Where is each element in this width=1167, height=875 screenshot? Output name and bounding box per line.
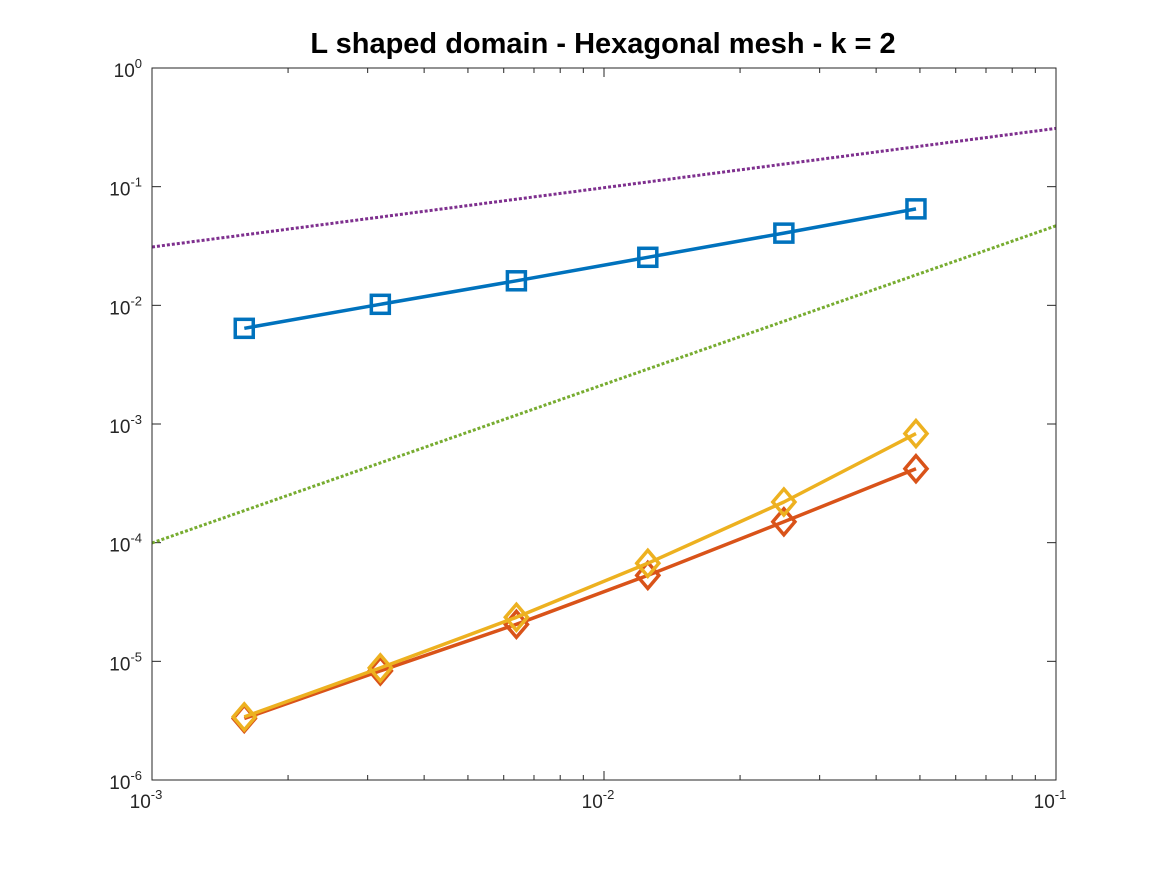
x-tick-label-base: 10 (582, 792, 603, 813)
y-tick-label: 10-2 (109, 293, 142, 319)
y-tick-label-base: 10 (109, 417, 130, 438)
x-tick-label: 10-3 (130, 787, 163, 813)
series-1-line (243, 467, 917, 721)
chart-title: L shaped domain - Hexagonal mesh - k = 2 (310, 28, 895, 60)
y-tick-label-exponent: -3 (130, 412, 142, 427)
x-tick-label-base: 10 (130, 792, 151, 813)
series-1-marker (634, 559, 662, 592)
series-1-marker (770, 506, 798, 538)
series-2-marker (230, 701, 258, 733)
series-0-marker (369, 293, 392, 316)
x-tick-label-base: 10 (1034, 792, 1055, 813)
series-0-marker (773, 222, 795, 244)
x-tick-label: 10-1 (1034, 787, 1067, 813)
y-tick-label: 10-5 (109, 649, 142, 675)
series-2-marker (770, 486, 798, 518)
series-3-line (151, 126, 1057, 249)
series-0-marker (905, 198, 927, 220)
series-2-marker (503, 601, 530, 634)
y-tick-label-exponent: -6 (130, 768, 142, 783)
y-tick-label-exponent: 0 (135, 56, 142, 71)
x-tick-label-exponent: -3 (151, 787, 163, 802)
series-0-marker (233, 317, 256, 340)
axes-box (151, 67, 1057, 781)
y-tick-label-exponent: -2 (130, 293, 142, 308)
series-2-marker (634, 547, 662, 580)
x-tick-label-exponent: -1 (1055, 787, 1067, 802)
series-1-marker (902, 453, 930, 485)
y-tick-label-base: 10 (109, 536, 130, 557)
y-tick-label: 10-1 (109, 175, 142, 201)
series-0-marker (637, 246, 659, 269)
y-tick-label-base: 10 (114, 61, 135, 82)
y-tick-label-exponent: -5 (130, 649, 142, 664)
y-tick-label-base: 10 (109, 773, 130, 794)
y-tick-label-exponent: -1 (130, 175, 142, 190)
y-tick-label: 10-4 (109, 531, 142, 557)
series-2-marker (902, 417, 930, 450)
series-layer (151, 126, 1057, 735)
y-tick-label: 100 (114, 56, 142, 82)
x-tick-label-exponent: -2 (603, 787, 615, 802)
y-tick-label-base: 10 (109, 180, 130, 201)
y-tick-label: 10-6 (109, 768, 142, 794)
x-tick-label: 10-2 (582, 787, 615, 813)
series-2-line (243, 432, 917, 719)
y-tick-label: 10-3 (109, 412, 142, 438)
series-2-marker (366, 652, 394, 684)
series-0-line (243, 207, 917, 331)
axes-frame (151, 67, 1057, 781)
y-tick-label-base: 10 (109, 298, 130, 319)
axis-ticks (151, 67, 1057, 781)
series-0-marker (505, 270, 528, 292)
y-tick-label-base: 10 (109, 654, 130, 675)
y-tick-label-exponent: -4 (130, 531, 142, 546)
